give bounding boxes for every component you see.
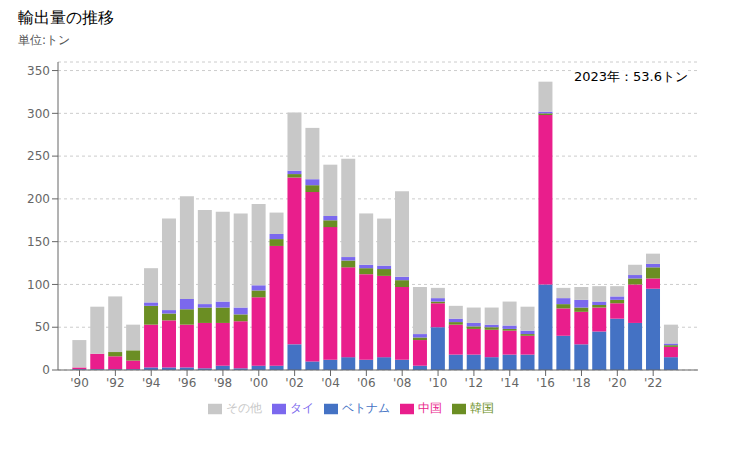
svg-text:'06: '06 [357,376,376,390]
svg-text:'92: '92 [106,376,125,390]
svg-text:'00: '00 [249,376,268,390]
html-text:中国: 中国 [417,401,442,415]
html-text:その他: その他 [225,401,262,415]
svg-text:'02: '02 [285,376,304,390]
html-text:タイ: タイ [289,401,314,415]
html-text:ベトナム: ベトナム [341,401,390,415]
svg-text:150: 150 [27,235,50,249]
svg-text:'22: '22 [644,376,663,390]
svg-text:250: 250 [27,149,50,163]
svg-text:300: 300 [27,107,50,121]
html-text:単位:トン: 単位:トン [18,33,70,47]
svg-text:'16: '16 [536,376,555,390]
svg-text:200: 200 [27,192,50,206]
svg-text:'08: '08 [393,376,412,390]
svg-text:'94: '94 [142,376,161,390]
html-text:2023年：53.6トン: 2023年：53.6トン [574,69,688,84]
svg-text:'98: '98 [214,376,233,390]
html-text:輸出量の推移: 輸出量の推移 [18,8,114,27]
svg-text:'96: '96 [178,376,197,390]
html-text:韓国: 韓国 [469,401,494,415]
svg-text:0: 0 [42,363,50,377]
svg-text:50: 50 [35,320,50,334]
svg-text:'18: '18 [572,376,591,390]
svg-text:'04: '04 [321,376,340,390]
svg-text:'14: '14 [500,376,519,390]
svg-text:350: 350 [27,64,50,78]
svg-text:'20: '20 [608,376,627,390]
svg-text:'10: '10 [429,376,448,390]
svg-text:'90: '90 [70,376,89,390]
svg-text:'12: '12 [465,376,484,390]
svg-text:100: 100 [27,278,50,292]
